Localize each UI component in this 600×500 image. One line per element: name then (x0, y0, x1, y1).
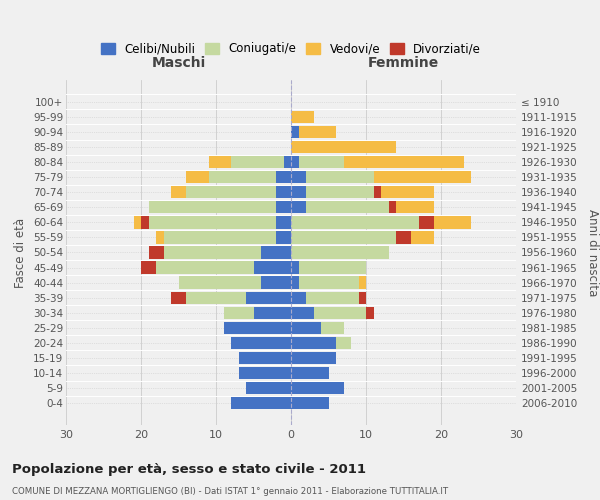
Bar (299, 262, 366, 274)
Bar (179, 276, 261, 289)
Bar (291, 262, 299, 274)
Bar (291, 322, 321, 334)
Bar (396, 232, 433, 243)
Bar (231, 156, 284, 168)
Bar (291, 186, 306, 198)
Bar (209, 171, 276, 183)
Bar (359, 292, 366, 304)
Bar (171, 292, 186, 304)
Bar (186, 171, 209, 183)
Bar (223, 322, 291, 334)
Bar (171, 186, 186, 198)
Bar (291, 292, 306, 304)
Text: Maschi: Maschi (151, 56, 206, 70)
Bar (261, 246, 291, 258)
Bar (276, 232, 291, 243)
Bar (306, 171, 373, 183)
Bar (276, 201, 291, 213)
Bar (284, 156, 291, 168)
Bar (291, 216, 419, 228)
Bar (149, 201, 276, 213)
Bar (291, 352, 336, 364)
Bar (141, 216, 149, 228)
Bar (209, 156, 231, 168)
Bar (291, 306, 314, 319)
Bar (419, 216, 471, 228)
Bar (276, 186, 291, 198)
Bar (291, 171, 306, 183)
Bar (343, 156, 464, 168)
Text: Femmine: Femmine (368, 56, 439, 70)
Bar (314, 306, 366, 319)
Bar (276, 216, 291, 228)
Bar (254, 262, 291, 274)
Bar (149, 216, 276, 228)
Bar (306, 292, 359, 304)
Bar (291, 110, 314, 123)
Bar (373, 186, 433, 198)
Bar (254, 306, 291, 319)
Y-axis label: Fasce di età: Fasce di età (14, 218, 28, 288)
Bar (291, 382, 343, 394)
Bar (306, 186, 373, 198)
Bar (246, 382, 291, 394)
Bar (389, 201, 396, 213)
Bar (291, 367, 329, 379)
Bar (156, 262, 254, 274)
Bar (291, 276, 299, 289)
Bar (299, 276, 359, 289)
Bar (359, 276, 366, 289)
Bar (239, 367, 291, 379)
Bar (299, 126, 336, 138)
Bar (246, 292, 291, 304)
Bar (156, 232, 163, 243)
Bar (366, 306, 373, 319)
Bar (149, 246, 163, 258)
Bar (223, 306, 254, 319)
Bar (291, 126, 299, 138)
Legend: Celibi/Nubili, Coniugati/e, Vedovi/e, Divorziati/e: Celibi/Nubili, Coniugati/e, Vedovi/e, Di… (96, 38, 486, 60)
Bar (419, 216, 433, 228)
Bar (231, 397, 291, 409)
Bar (321, 322, 343, 334)
Bar (389, 201, 433, 213)
Bar (186, 292, 246, 304)
Bar (163, 232, 276, 243)
Text: COMUNE DI MEZZANA MORTIGLIENGO (BI) - Dati ISTAT 1° gennaio 2011 - Elaborazione : COMUNE DI MEZZANA MORTIGLIENGO (BI) - Da… (12, 488, 448, 496)
Bar (141, 262, 156, 274)
Bar (239, 352, 291, 364)
Bar (373, 171, 471, 183)
Bar (291, 336, 336, 349)
Bar (291, 246, 389, 258)
Bar (291, 201, 306, 213)
Bar (133, 216, 149, 228)
Bar (276, 171, 291, 183)
Text: Popolazione per età, sesso e stato civile - 2011: Popolazione per età, sesso e stato civil… (12, 462, 366, 475)
Bar (306, 201, 389, 213)
Bar (291, 397, 329, 409)
Bar (186, 186, 276, 198)
Bar (261, 276, 291, 289)
Bar (163, 246, 261, 258)
Bar (299, 156, 343, 168)
Bar (291, 156, 299, 168)
Bar (396, 232, 411, 243)
Bar (336, 336, 351, 349)
Bar (373, 186, 381, 198)
Y-axis label: Anni di nascita: Anni di nascita (586, 209, 599, 296)
Bar (291, 141, 396, 153)
Bar (291, 232, 396, 243)
Bar (231, 336, 291, 349)
